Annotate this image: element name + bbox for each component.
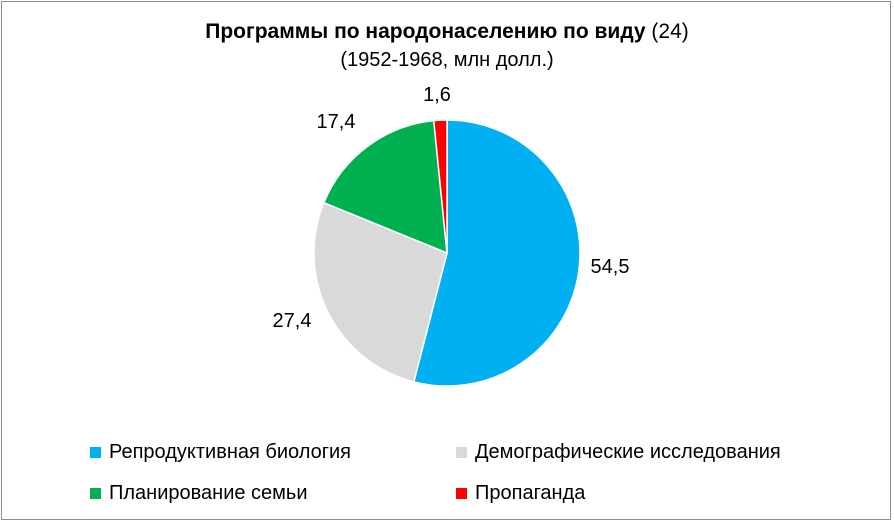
legend-item-demographic-research: Демографические исследования: [456, 440, 781, 464]
slice-demographic-research: [313, 201, 448, 383]
legend-item-reproductive-biology: Репродуктивная биология: [90, 440, 351, 464]
chart-title: Программы по народонаселению по виду (24…: [0, 20, 894, 44]
slice-reproductive-biology: [412, 119, 581, 387]
legend-swatch: [456, 446, 467, 458]
slice-propaganda: [432, 119, 448, 254]
legend-label: Пропаганда: [475, 481, 586, 504]
chart-subtitle: (1952-1968, млн долл.): [340, 49, 554, 71]
data-label: 27,4: [273, 310, 312, 332]
legend-label: Репродуктивная биология: [109, 440, 352, 463]
data-label: 1,6: [423, 84, 451, 106]
data-label: 54,5: [591, 256, 630, 278]
chart-title-suffix: (24): [645, 20, 689, 43]
chart-title-bold: Программы по народонаселению по виду: [205, 20, 646, 43]
legend-label: Планирование семьи: [109, 481, 308, 504]
legend-item-family-planning: Планирование семьи: [90, 481, 308, 505]
legend-swatch: [90, 487, 101, 499]
data-label: 17,4: [317, 111, 356, 133]
legend-swatch: [90, 446, 101, 458]
legend-item-propaganda: Пропаганда: [456, 481, 585, 505]
legend-swatch: [456, 487, 467, 499]
legend-label: Демографические исследования: [475, 440, 781, 463]
slice-family-planning: [322, 119, 448, 255]
